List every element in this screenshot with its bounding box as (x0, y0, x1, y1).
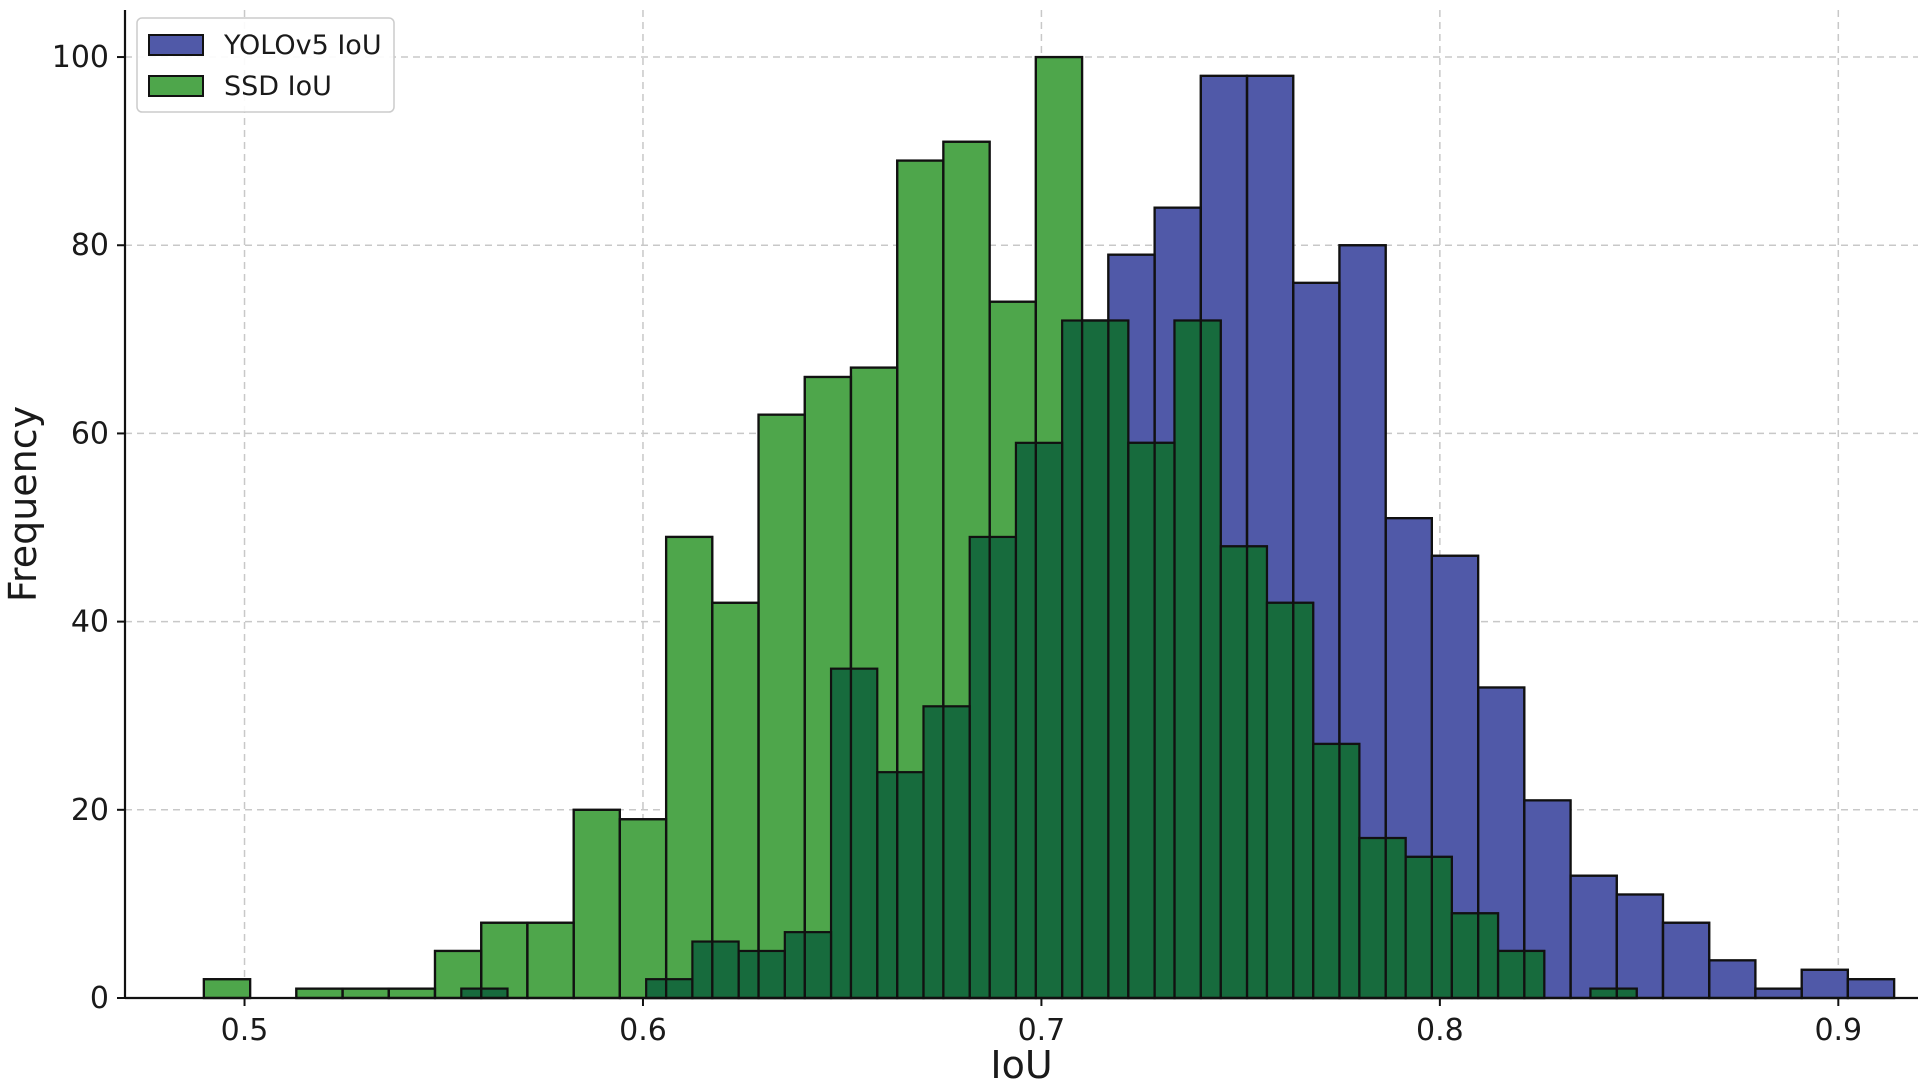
overlap-bar (1174, 320, 1201, 998)
ssd-bar (480, 921, 529, 1000)
legend-swatch-yolov5 (148, 34, 204, 56)
legend-label-ssd: SSD IoU (224, 71, 332, 102)
yolov5-bar (1661, 921, 1711, 1000)
overlap-bar (877, 772, 898, 998)
overlap-bar (1293, 602, 1314, 998)
y-tick-label: 80 (71, 228, 109, 263)
ssd-bar (526, 921, 575, 1000)
yolov5-bar (1846, 978, 1896, 1000)
overlap-bar (1590, 988, 1617, 998)
overlap-bar (758, 950, 785, 998)
overlap-bar (1247, 546, 1267, 998)
overlap-bar (712, 941, 739, 998)
overlap-bar (969, 536, 990, 998)
overlap-bar (1220, 546, 1248, 998)
legend: YOLOv5 IoU SSD IoU (136, 17, 395, 113)
overlap-bar (1154, 442, 1175, 998)
overlap-bar (943, 706, 970, 998)
x-tick-label: 0.7 (1018, 1013, 1066, 1048)
overlap-bar (738, 950, 759, 998)
y-tick-label: 20 (71, 793, 109, 828)
overlap-bar (1128, 442, 1155, 998)
overlap-bar (1431, 856, 1452, 998)
overlap-region (461, 320, 1637, 998)
overlap-bar (1451, 913, 1479, 998)
ssd-bar (664, 535, 714, 1000)
yolov5-bar (1754, 987, 1803, 1000)
overlap-bar (1062, 320, 1083, 998)
y-tick-label: 60 (71, 416, 109, 451)
overlap-bar (1339, 743, 1360, 998)
overlap-bar (1082, 320, 1109, 998)
ssd-bar (387, 987, 437, 1000)
y-tick-label: 100 (52, 40, 109, 75)
overlap-bar (1498, 950, 1525, 998)
overlap-bar (646, 979, 667, 998)
yolov5-bar (1615, 893, 1665, 1000)
y-axis-title: Frequency (1, 406, 45, 602)
overlap-bar (1359, 838, 1386, 998)
overlap-bar (1524, 950, 1545, 998)
overlap-bar (1478, 913, 1499, 998)
overlap-bar (666, 979, 693, 998)
overlap-bar (1313, 743, 1340, 998)
overlap-bar (1200, 320, 1221, 998)
overlap-bar (1108, 320, 1129, 998)
overlap-bar (1266, 602, 1294, 998)
ssd-bar (341, 987, 390, 1000)
overlap-bar (784, 932, 805, 998)
overlap-bar (461, 988, 482, 998)
overlap-bar (1385, 838, 1406, 998)
x-tick-label: 0.9 (1814, 1013, 1862, 1048)
yolov5-bar (1569, 874, 1618, 1000)
overlap-bar (831, 668, 851, 998)
overlap-bar (1035, 442, 1063, 998)
ssd-bar (572, 808, 621, 1000)
yolov5-bar (1800, 968, 1849, 1000)
histogram-bars (202, 55, 1896, 1000)
overlap-bar (481, 988, 508, 998)
y-tick-label: 0 (90, 981, 109, 1016)
axes (117, 10, 1918, 1006)
legend-label-yolov5: YOLOv5 IoU (223, 30, 382, 61)
x-axis-title: IoU (990, 1043, 1052, 1087)
ssd-bar (295, 987, 344, 1000)
overlap-bar (804, 932, 832, 998)
overlap-bar (692, 941, 713, 998)
overlap-bar (923, 706, 944, 998)
y-tick-label: 40 (71, 605, 109, 640)
overlap-bar (850, 668, 878, 998)
x-tick-label: 0.5 (221, 1013, 269, 1048)
yolov5-bar (1708, 959, 1757, 1000)
overlap-bar (1015, 442, 1036, 998)
overlap-bar (989, 536, 1016, 998)
overlap-bar (1616, 988, 1637, 998)
legend-swatch-ssd (148, 75, 204, 97)
overlap-bar (897, 772, 924, 998)
x-tick-label: 0.6 (619, 1013, 667, 1048)
overlap-bar (1405, 856, 1432, 998)
ssd-bar (202, 978, 252, 1000)
ssd-bar (757, 413, 806, 1000)
x-tick-label: 0.8 (1416, 1013, 1464, 1048)
tick-labels: 0.5 0.6 0.7 0.8 0.9 0 20 40 60 80 100 (52, 40, 1862, 1048)
ssd-bar (618, 818, 668, 1000)
ssd-bar (711, 601, 760, 1000)
